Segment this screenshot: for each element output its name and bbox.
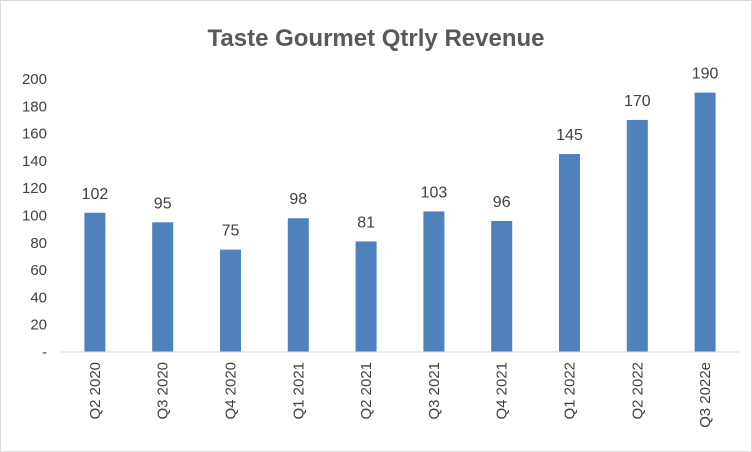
data-label: 190 [692,66,719,83]
x-tick-label: Q2 2022 [629,362,646,420]
y-tick-label: 140 [22,153,47,170]
y-tick-label: 180 [22,98,47,115]
y-tick-label: 120 [22,180,47,197]
chart-title: Taste Gourmet Qtrly Revenue [208,25,545,52]
x-tick-label: Q3 2020 [155,362,172,420]
bar [84,212,106,352]
y-tick-label: - [42,344,47,361]
y-tick-label: 100 [22,208,47,225]
y-tick-label: 80 [30,235,47,252]
bar [558,154,581,352]
y-tick-label: 20 [30,317,47,334]
x-tick-label: Q2 2021 [358,362,375,420]
x-tick-label: Q4 2020 [223,362,240,420]
bar [423,211,445,352]
x-tick-label: Q2 2020 [87,362,104,420]
data-label: 170 [624,93,651,110]
y-tick-label: 60 [30,262,47,279]
y-tick-label: 40 [30,289,47,306]
bar [152,222,174,352]
x-tick-label: Q3 2022e [697,362,714,428]
x-axis: Q2 2020 Q3 2020 Q4 2020 Q1 2021 Q2 2021 Q3 20… [87,362,714,428]
bar [491,220,513,352]
x-tick-label: Q1 2022 [562,362,579,420]
data-label: 98 [289,191,307,208]
data-label: 75 [222,223,240,240]
y-tick-label: 160 [22,126,47,143]
y-tick-label: 200 [22,71,47,88]
x-tick-label: Q1 2021 [290,362,307,420]
x-tick-label: Q4 2021 [494,362,511,420]
bar [287,218,309,352]
y-axis: - 20 40 60 80 100 120 140 160 180 200 [22,71,47,361]
data-labels: 102 95 75 98 81 103 96 145 170 190 [82,66,719,240]
x-tick-label: Q3 2021 [426,362,443,420]
data-label: 145 [556,127,583,144]
data-label: 96 [493,194,511,211]
data-label: 81 [357,214,375,231]
data-label: 95 [154,195,172,212]
data-label: 102 [82,186,109,203]
bar [219,249,242,352]
bars [84,92,716,353]
bar [355,241,377,352]
bar [626,119,648,352]
bar [694,92,716,353]
data-label: 103 [421,184,448,201]
